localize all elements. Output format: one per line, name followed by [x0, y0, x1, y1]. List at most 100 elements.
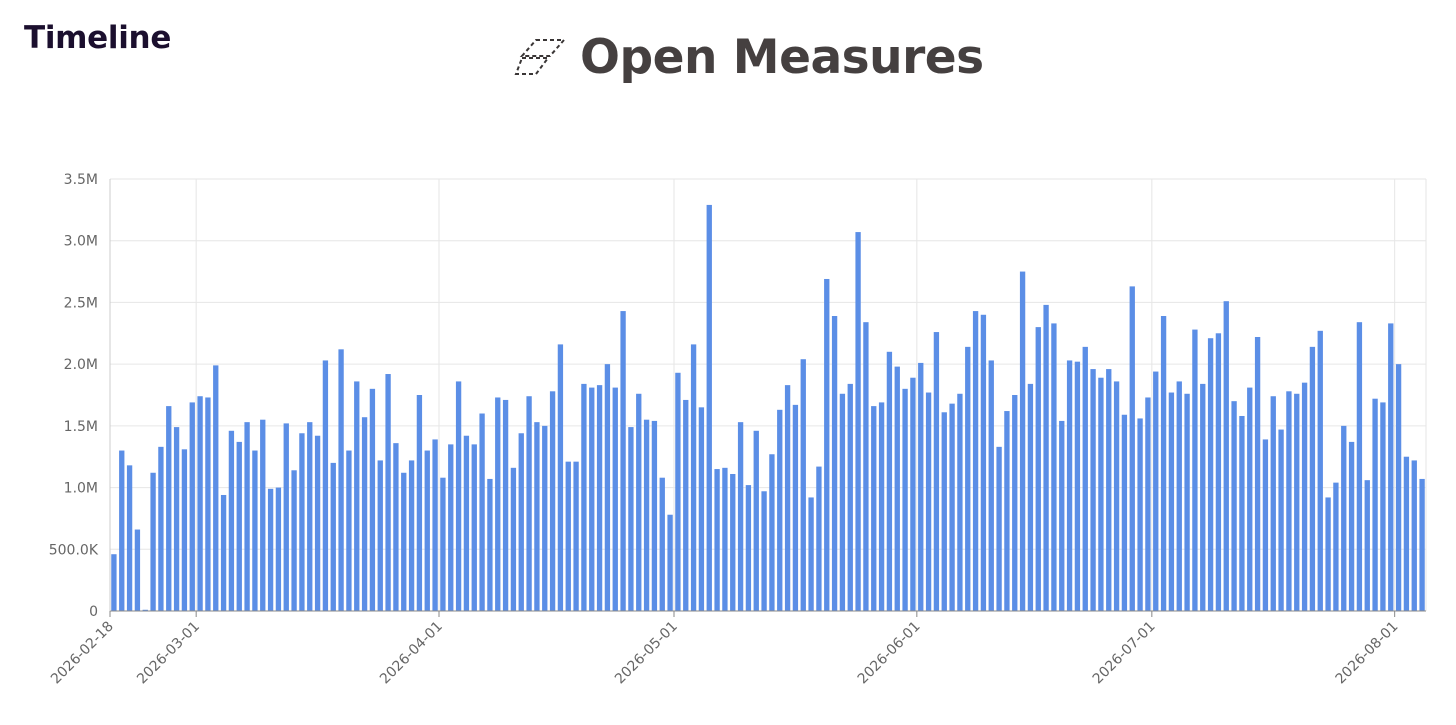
bar[interactable] — [714, 469, 720, 611]
bar[interactable] — [581, 383, 587, 611]
bar[interactable] — [1153, 371, 1159, 611]
bar[interactable] — [1200, 383, 1206, 611]
bar[interactable] — [283, 423, 289, 611]
bar[interactable] — [1145, 397, 1151, 611]
bar[interactable] — [777, 409, 783, 611]
bar[interactable] — [949, 403, 955, 611]
bar[interactable] — [816, 466, 822, 611]
bar[interactable] — [1019, 271, 1026, 611]
bar[interactable] — [1411, 460, 1417, 611]
bar[interactable] — [401, 472, 407, 611]
bar[interactable] — [1051, 323, 1057, 611]
bar[interactable] — [1184, 393, 1190, 611]
bar[interactable] — [941, 412, 947, 611]
bar[interactable] — [878, 402, 885, 611]
bar[interactable] — [972, 311, 979, 611]
bar[interactable] — [1035, 327, 1041, 611]
bar[interactable] — [1395, 364, 1402, 611]
bar[interactable] — [385, 374, 391, 611]
bar[interactable] — [894, 366, 900, 611]
bar[interactable] — [526, 396, 532, 611]
bar[interactable] — [1341, 425, 1347, 611]
bar[interactable] — [220, 494, 227, 611]
bar[interactable] — [502, 399, 509, 611]
bar[interactable] — [134, 529, 141, 611]
bar[interactable] — [1043, 304, 1049, 611]
bar[interactable] — [542, 425, 548, 611]
bar[interactable] — [980, 314, 987, 611]
bar[interactable] — [1309, 346, 1316, 611]
bar[interactable] — [1333, 482, 1339, 611]
bar[interactable] — [612, 387, 618, 611]
bar[interactable] — [800, 359, 806, 611]
bar[interactable] — [322, 360, 329, 611]
bar[interactable] — [119, 450, 125, 611]
bar[interactable] — [1325, 497, 1331, 611]
bar[interactable] — [510, 467, 517, 611]
bar[interactable] — [1270, 396, 1276, 611]
bar[interactable] — [690, 344, 697, 611]
bar[interactable] — [166, 406, 172, 611]
bar[interactable] — [871, 406, 877, 611]
bar[interactable] — [150, 472, 156, 611]
bar[interactable] — [965, 346, 971, 611]
bar[interactable] — [620, 311, 626, 611]
bar[interactable] — [769, 454, 775, 611]
bar[interactable] — [1012, 395, 1018, 611]
bar[interactable] — [213, 365, 219, 611]
bar[interactable] — [855, 232, 861, 611]
bar[interactable] — [1059, 420, 1065, 611]
bar[interactable] — [252, 450, 258, 611]
bar[interactable] — [1317, 330, 1323, 611]
bar[interactable] — [1090, 369, 1096, 611]
bar[interactable] — [698, 407, 705, 611]
bar[interactable] — [886, 351, 893, 611]
bar[interactable] — [291, 470, 297, 611]
bar[interactable] — [479, 413, 485, 611]
bar[interactable] — [1278, 429, 1284, 611]
bar[interactable] — [1223, 301, 1229, 611]
bar[interactable] — [831, 316, 838, 611]
bar[interactable] — [275, 487, 282, 611]
bar[interactable] — [1364, 480, 1370, 611]
bar[interactable] — [307, 422, 313, 611]
bar[interactable] — [267, 488, 274, 611]
bar[interactable] — [596, 385, 603, 611]
bar[interactable] — [126, 465, 133, 611]
bar[interactable] — [111, 554, 117, 611]
bar[interactable] — [628, 427, 634, 611]
bar[interactable] — [205, 397, 211, 611]
bar[interactable] — [424, 450, 430, 611]
bar[interactable] — [1082, 346, 1088, 611]
bar[interactable] — [643, 419, 650, 611]
bar[interactable] — [244, 422, 250, 611]
bar[interactable] — [722, 467, 728, 611]
bar[interactable] — [675, 372, 681, 611]
bar[interactable] — [1192, 329, 1198, 611]
bar[interactable] — [314, 435, 321, 611]
bar[interactable] — [377, 460, 383, 611]
bar[interactable] — [1074, 361, 1081, 611]
bar[interactable] — [745, 485, 752, 611]
bar[interactable] — [1027, 383, 1034, 611]
bar[interactable] — [1066, 360, 1073, 611]
bar[interactable] — [863, 322, 869, 611]
bar[interactable] — [1419, 478, 1425, 611]
bar[interactable] — [604, 364, 611, 611]
bar[interactable] — [1004, 411, 1010, 611]
bar[interactable] — [260, 419, 266, 611]
bar[interactable] — [393, 443, 399, 611]
bar[interactable] — [1129, 286, 1135, 611]
bar[interactable] — [408, 460, 415, 611]
bar[interactable] — [1121, 414, 1128, 611]
bar[interactable] — [1388, 323, 1394, 611]
bar[interactable] — [1247, 387, 1253, 611]
bar[interactable] — [988, 360, 994, 611]
bar[interactable] — [369, 388, 376, 611]
bar[interactable] — [346, 450, 352, 611]
bar[interactable] — [1160, 316, 1167, 611]
bar[interactable] — [228, 430, 235, 611]
bar[interactable] — [1254, 336, 1261, 611]
bar[interactable] — [1348, 441, 1355, 611]
bar[interactable] — [784, 385, 791, 611]
